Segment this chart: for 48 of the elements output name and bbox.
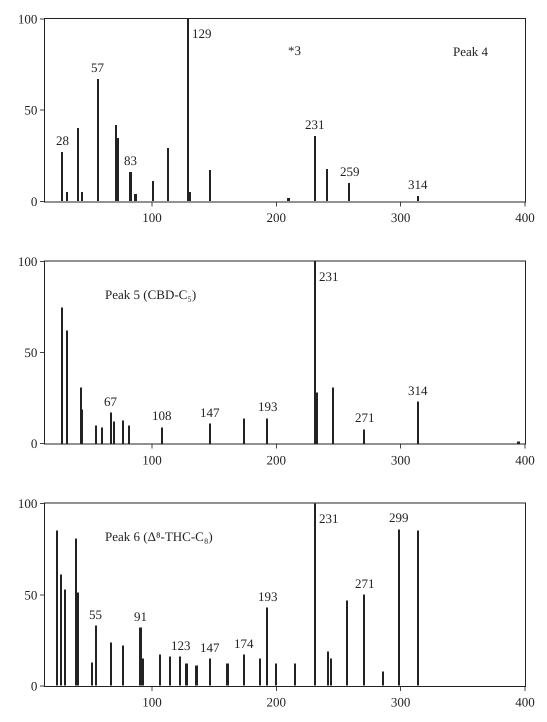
y-tick-label: 100 [18, 254, 38, 269]
x-tick-label: 300 [390, 694, 410, 710]
text: Peak 4 [453, 44, 489, 59]
y-tick-label: 50 [24, 345, 38, 360]
annotation: 91 [134, 609, 147, 624]
x-tick-label: 400 [515, 694, 535, 710]
annotation: 314 [408, 177, 428, 192]
x-tick-label: 100 [142, 452, 162, 468]
annotation: 55 [89, 607, 102, 622]
annotation: 108 [152, 408, 172, 423]
x-tick-label: 400 [515, 210, 535, 225]
y-tick-label: 50 [24, 587, 38, 602]
text: Peak 6 (Δ⁸-THC-C₈) [105, 529, 213, 544]
annotation: 193 [258, 399, 278, 414]
annotation: 147 [200, 640, 220, 655]
y-tick-label: 100 [18, 12, 38, 27]
annotation: 231 [319, 511, 338, 526]
annotation: 129 [192, 26, 212, 41]
annotation: 123 [171, 638, 190, 653]
text: Peak 5 (CBD-C₅) [105, 287, 196, 302]
annotation: *3 [288, 43, 301, 58]
y-tick-label: 0 [30, 436, 38, 452]
annotation: 174 [234, 636, 254, 651]
y-tick-label: 0 [30, 194, 38, 209]
annotation: 147 [200, 405, 220, 420]
annotation: 271 [355, 576, 374, 591]
annotation: 28 [56, 133, 69, 148]
annotation: 231 [319, 269, 338, 284]
x-tick-label: 400 [515, 452, 535, 468]
y-tick-label: 50 [24, 102, 38, 118]
annotation: 67 [104, 394, 118, 409]
x-tick-label: 200 [266, 694, 286, 710]
annotation: 299 [389, 510, 408, 525]
annotation: 314 [408, 383, 428, 398]
annotation: 271 [355, 410, 374, 425]
x-tick-label: 300 [390, 210, 410, 225]
x-tick-label: 200 [266, 452, 286, 468]
annotation: 83 [124, 153, 137, 168]
y-tick-label: 100 [18, 496, 38, 512]
x-tick-label: 300 [390, 452, 410, 468]
annotation: 57 [91, 60, 104, 75]
x-tick-label: 100 [142, 210, 162, 225]
x-tick-label: 200 [266, 210, 286, 225]
x-tick-label: 100 [142, 694, 162, 710]
y-tick-label: 0 [30, 678, 38, 694]
annotation: 231 [305, 117, 324, 132]
annotation: 259 [340, 164, 360, 179]
annotation: 193 [258, 589, 278, 604]
